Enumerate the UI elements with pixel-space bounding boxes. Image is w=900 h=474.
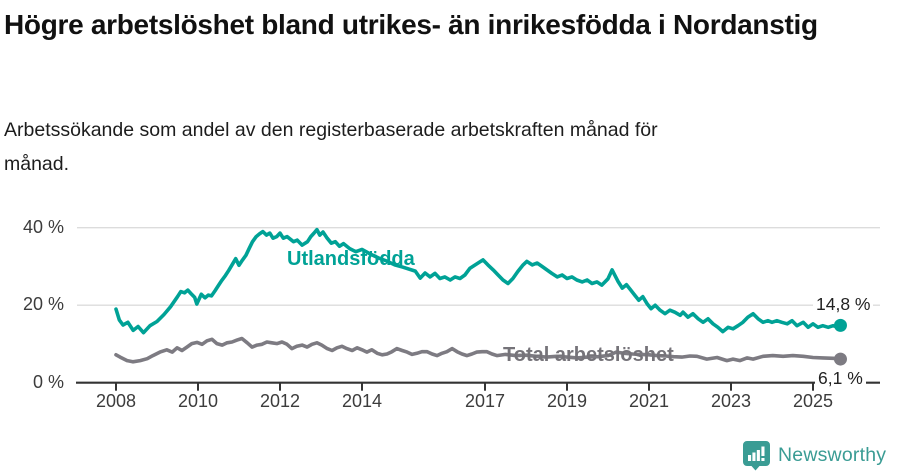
x-tick-label-2025: 2025 bbox=[792, 391, 834, 411]
page-title: Högre arbetslöshet bland utrikes- än inr… bbox=[4, 9, 818, 40]
series-line-total bbox=[114, 336, 843, 364]
y-tick-label-40: 40 % bbox=[22, 216, 64, 237]
newsworthy-logo: Newsworthy bbox=[742, 440, 886, 471]
y-tick-label-0: 0 % bbox=[32, 371, 64, 392]
x-tick-label-2023: 2023 bbox=[710, 391, 752, 411]
series-label-utlandsfodda: Utlandsfödda bbox=[287, 248, 415, 270]
end-value-label-utlandsfodda: 14,8 % bbox=[813, 294, 874, 315]
x-tick-label-2017: 2017 bbox=[464, 391, 506, 411]
series-line-utlandsfodda bbox=[114, 227, 843, 335]
newsworthy-bubble-chart-icon bbox=[743, 441, 770, 471]
x-tick-label-2008: 2008 bbox=[95, 391, 137, 411]
y-tick-label-20: 20 % bbox=[22, 294, 64, 315]
x-tick-label-2021: 2021 bbox=[628, 391, 670, 411]
x-tick-label-2012: 2012 bbox=[259, 391, 301, 411]
series-label-total-arbetsloshet: Total arbetslöshet bbox=[503, 344, 674, 366]
x-tick-label-2010: 2010 bbox=[177, 391, 219, 411]
end-dot-total bbox=[833, 352, 847, 366]
end-value-label-total: 6,1 % bbox=[815, 368, 866, 389]
end-dot-utlandsfodda bbox=[833, 318, 847, 332]
x-tick-label-2019: 2019 bbox=[546, 391, 588, 411]
newsworthy-wordmark: Newsworthy bbox=[778, 444, 887, 466]
x-tick-label-2014: 2014 bbox=[341, 391, 383, 411]
chart-subtitle: Arbetssökande som andel av den registerb… bbox=[4, 119, 658, 175]
